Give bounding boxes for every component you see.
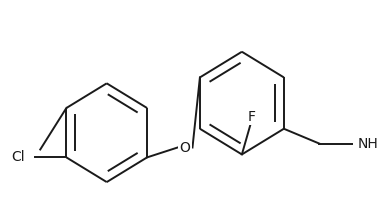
Text: Cl: Cl: [12, 150, 25, 164]
Text: F: F: [247, 110, 255, 124]
Text: NH: NH: [357, 137, 377, 150]
Text: O: O: [179, 141, 190, 155]
